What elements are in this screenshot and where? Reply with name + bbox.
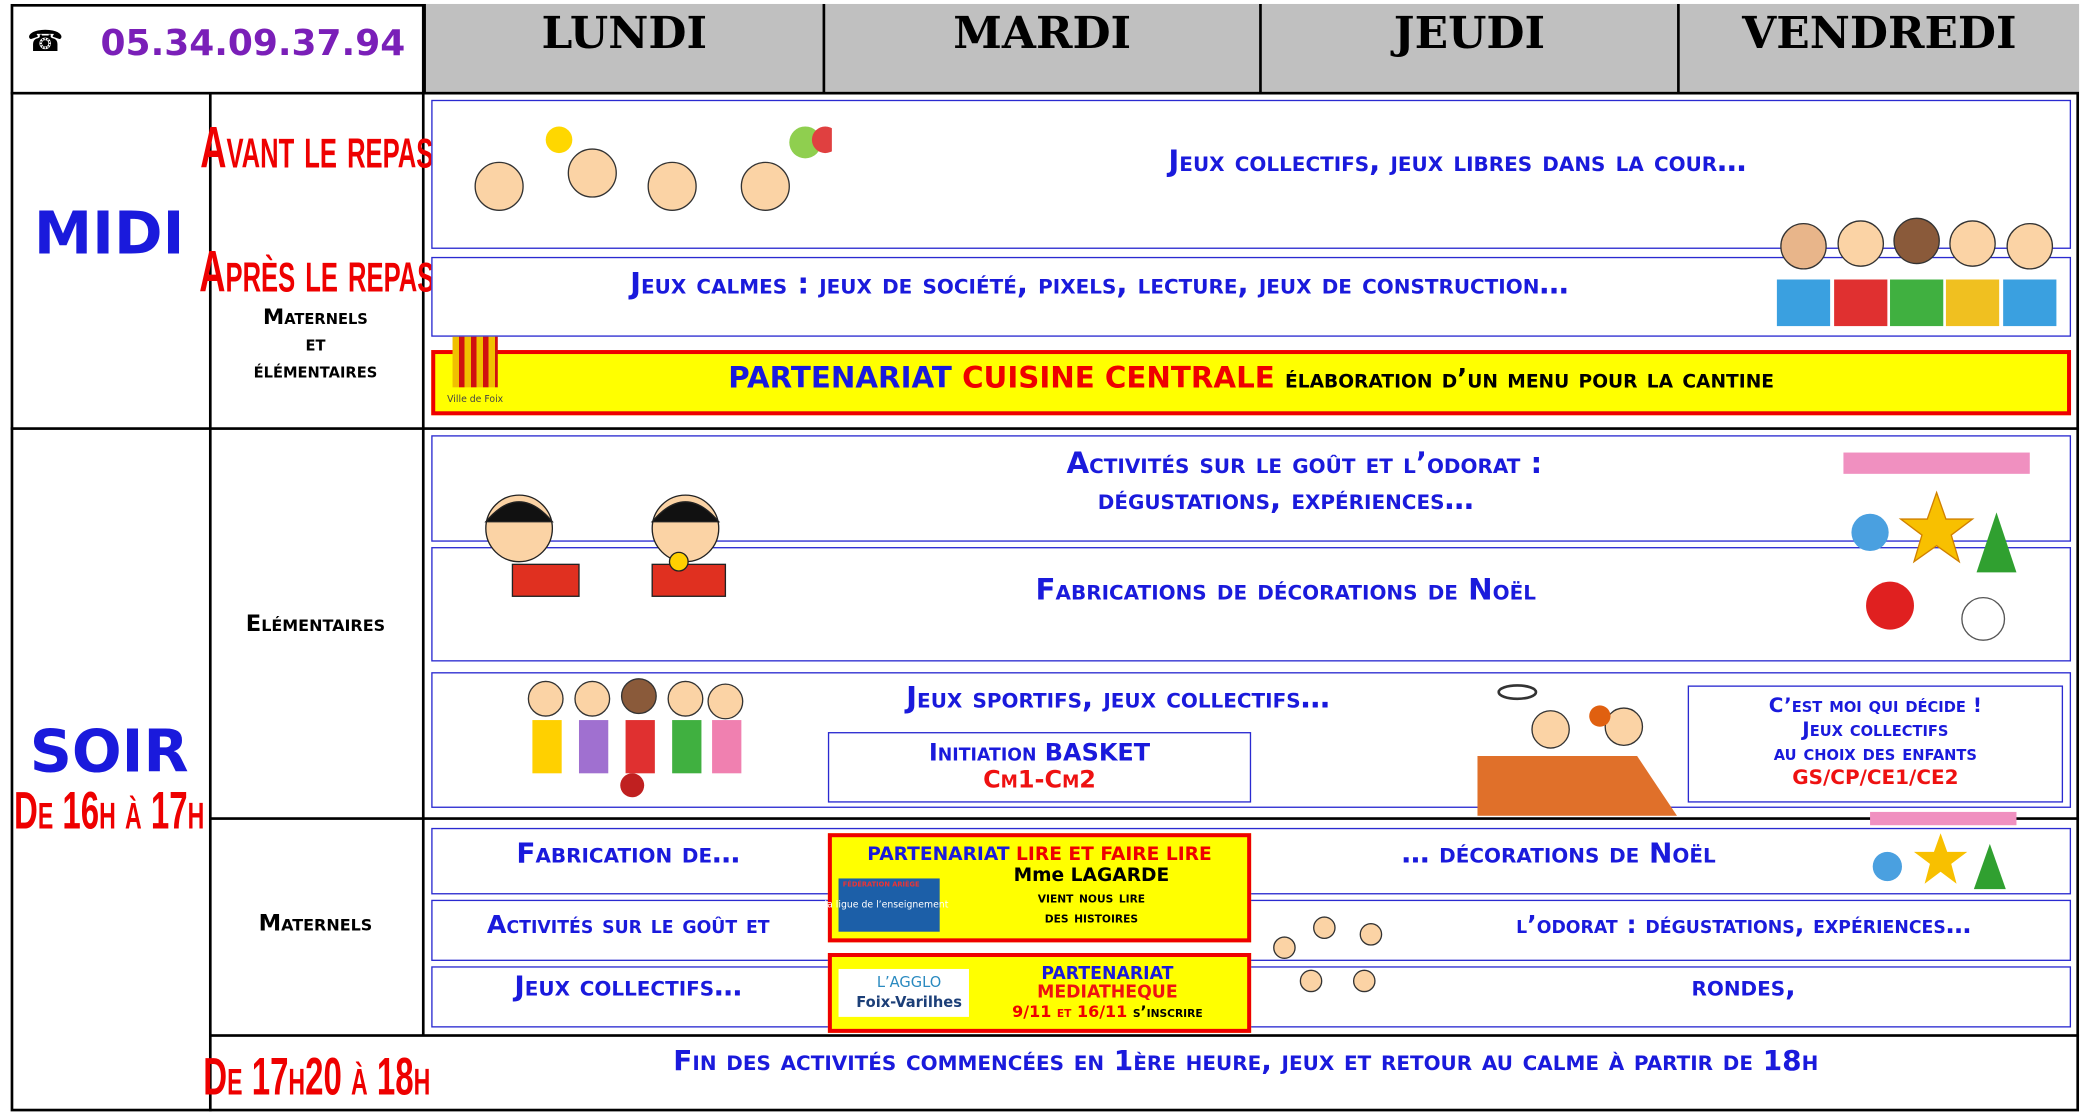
- partnership: PARTENARIAT CUISINE CENTRALE élaboration…: [431, 362, 2071, 395]
- logo-caption: L’AGGLO: [876, 973, 942, 991]
- partner-line: MEDIATHEQUE: [1037, 982, 1178, 1003]
- public: Maternels: [263, 304, 368, 330]
- tasting-illustration: [484, 494, 727, 597]
- christmas-mobile: [1870, 811, 2017, 890]
- basketball-illustration: [1477, 684, 1678, 816]
- basket-title: Initiation BASKET: [928, 739, 1151, 768]
- period: Après le repas: [199, 239, 435, 305]
- activity: Fabrication de…: [516, 837, 741, 870]
- section-label: SOIR: [29, 718, 189, 786]
- activity: Activités sur le goût et l’odorat :: [1066, 447, 1543, 482]
- group-label: Elémentaires: [245, 610, 386, 638]
- partnership-box: [431, 350, 2072, 416]
- city-crest: [452, 336, 498, 388]
- phone-icon: ☎: [27, 25, 64, 60]
- rule: [10, 427, 2080, 430]
- dates: 9/11 et 16/11: [1012, 1002, 1128, 1021]
- rule: [421, 3, 425, 1036]
- activity: … décorations de Noël: [1401, 837, 1716, 870]
- logo-caption: FÉDÉRATION ARIÈGE: [842, 881, 920, 890]
- activity: l’odorat : dégustations, expériences…: [1516, 910, 1972, 940]
- logo-caption: la ligue de l’enseignement: [824, 899, 949, 911]
- rule: [10, 91, 2080, 95]
- partner-line: 9/11 et 16/11 s’inscrire: [972, 1002, 1244, 1021]
- basket-box: [827, 732, 1252, 803]
- activity: Fabrications de décorations de Noël: [1035, 574, 1536, 608]
- register: s’inscrire: [1132, 1002, 1203, 1021]
- partner-line: Mme LAGARDE: [1013, 865, 1170, 887]
- activity: Jeux sportifs, jeux collectifs…: [906, 682, 1330, 716]
- activity: Activités sur le goût et: [486, 910, 770, 940]
- day: MARDI: [822, 3, 1260, 94]
- christmas-mobile: [1843, 452, 2030, 641]
- day: LUNDI: [423, 3, 823, 94]
- dance-illustration: [1273, 916, 1383, 993]
- public: élémentaires: [253, 357, 378, 383]
- closing-text: Fin des activités commencées en 1ère heu…: [673, 1044, 1819, 1077]
- time: De 17h20 à 18h: [203, 1048, 431, 1107]
- public: et: [305, 330, 326, 357]
- partner-name: CUISINE CENTRALE: [962, 362, 1275, 396]
- activity: rondes,: [1691, 970, 1796, 1003]
- league-logo: [838, 878, 940, 932]
- partner-prefix: PARTENARIAT: [728, 362, 952, 396]
- choice-line: C’est moi qui décide !: [1768, 693, 1982, 718]
- children-illustration: [474, 126, 832, 211]
- logo-caption: Ville de Foix: [447, 393, 504, 405]
- activity: Jeux collectifs…: [514, 970, 743, 1003]
- rule: [210, 1034, 2080, 1037]
- partner-line: des histoires: [1044, 907, 1139, 927]
- day: VENDREDI: [1677, 3, 2080, 94]
- choice-line: Jeux collectifs: [1802, 717, 1949, 742]
- group-label: Maternels: [258, 910, 373, 938]
- period: Avant le repas: [200, 115, 434, 182]
- activity-box: [431, 435, 2072, 542]
- choice-line: GS/CP/CE1/CE2: [1792, 765, 1959, 790]
- sports-illustration: [527, 678, 744, 798]
- partner-name: LIRE ET FAIRE LIRE: [1016, 843, 1212, 866]
- partner-line: vient nous lire: [1037, 887, 1146, 907]
- rule: [208, 93, 212, 1112]
- phone: 05.34.09.37.94: [100, 23, 406, 65]
- partner-text: élaboration d’un menu pour la cantine: [1284, 362, 1775, 394]
- day: JEUDI: [1259, 3, 1678, 94]
- basket-level: Cm1-Cm2: [983, 765, 1096, 794]
- rule: [210, 817, 2080, 820]
- section-label: MIDI: [33, 200, 185, 269]
- partner-prefix: PARTENARIAT: [867, 843, 1010, 866]
- choice-box: [1687, 685, 2064, 803]
- logo-caption: Foix-Varilhes: [856, 993, 962, 1011]
- partnership: PARTENARIAT LIRE ET FAIRE LIRE: [828, 844, 1251, 865]
- reading-illustration: [1776, 217, 2057, 327]
- partner-line: PARTENARIAT: [1041, 964, 1174, 985]
- agglo-logo: [838, 968, 969, 1017]
- activity: dégustations, expériences…: [1097, 483, 1474, 518]
- time: De 16h à 17h: [14, 781, 205, 841]
- activity: Jeux collectifs, jeux libres dans la cou…: [1168, 145, 1747, 180]
- choice-line: au choix des enfants: [1773, 741, 1977, 766]
- activity: Jeux calmes : jeux de société, pixels, l…: [630, 268, 1569, 302]
